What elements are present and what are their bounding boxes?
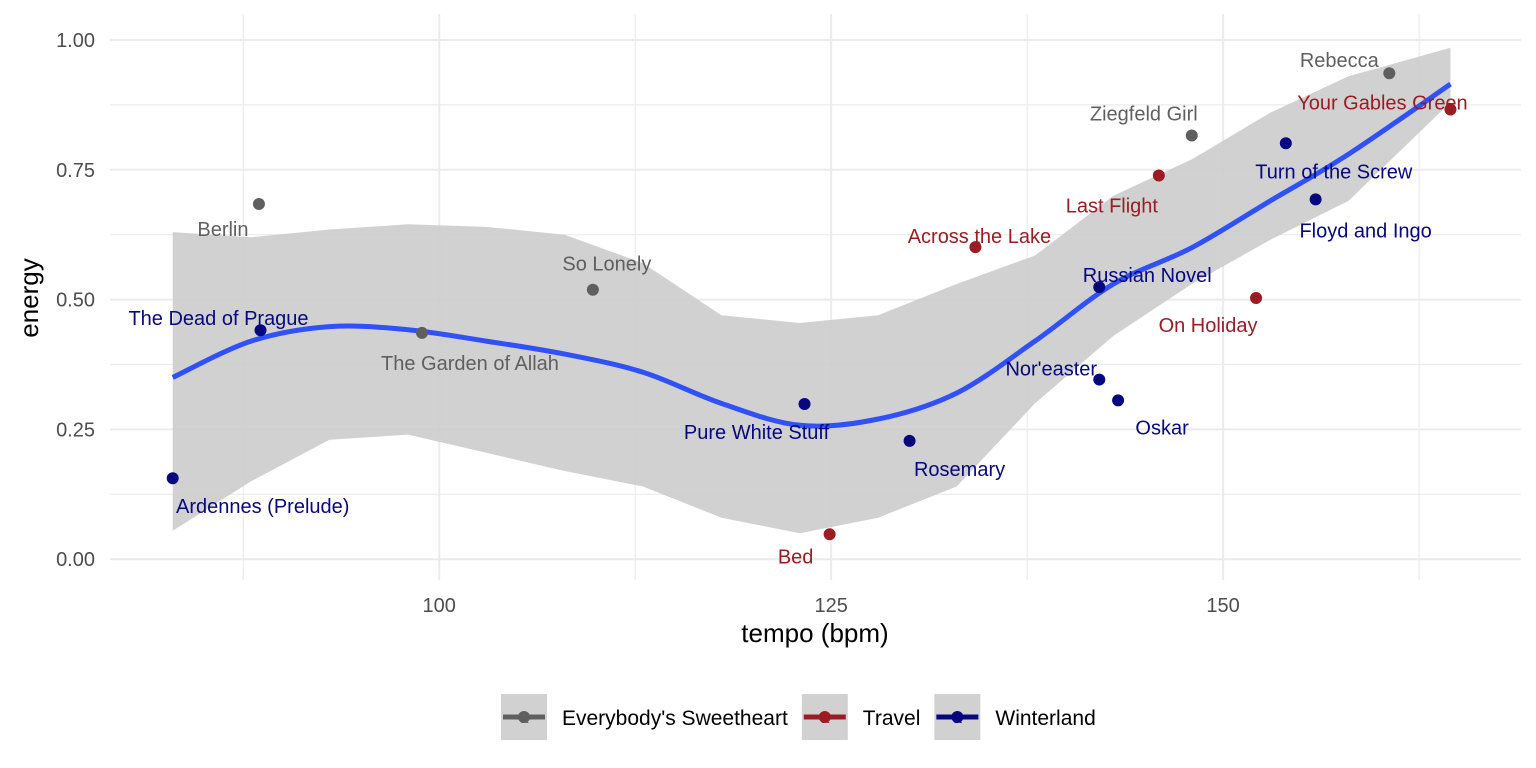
data-label: Russian Novel [1083,265,1212,287]
legend-key-point [818,711,831,723]
legend-key-glyph: a [820,710,829,727]
data-point [166,472,179,485]
y-axis-title: energy [14,258,44,338]
y-tick-label: 1.00 [56,30,95,52]
smooth-line-group [171,82,1452,429]
data-point [586,283,599,296]
data-label: On Holiday [1159,315,1258,337]
data-label: Ziegfeld Girl [1090,104,1198,126]
point-labels: Berlin The Garden of Allah So Lonely Ziegfe… [128,50,1467,568]
y-axis-ticks: 0.00 0.25 0.50 0.75 1.00 [56,30,95,571]
data-point [1444,103,1457,116]
x-tick-label: 150 [1206,595,1239,617]
legend-key-point [951,711,964,723]
data-point [415,326,428,339]
data-point [969,241,982,254]
x-axis-ticks: 100 125 150 [423,595,1240,617]
y-tick-label: 0.50 [56,290,95,312]
y-tick-label: 0.25 [56,419,95,441]
legend-item: a Travel [801,694,921,740]
data-point [1250,292,1263,305]
legend-item: a Everybody's Sweetheart [501,694,788,740]
x-tick-label: 100 [423,595,456,617]
data-label: Ardennes (Prelude) [176,496,349,518]
data-point [1093,373,1106,386]
data-point [1309,193,1322,206]
legend-key-point [518,711,530,723]
data-point [1112,394,1125,407]
legend: a Everybody's Sweetheart a Travel a Winterlan… [501,694,1096,740]
smooth-line [171,82,1452,429]
data-point [1279,137,1292,150]
data-label: Oskar [1135,417,1189,439]
data-label: Nor'easter [1005,359,1097,381]
data-point [1093,281,1106,294]
legend-label: Winterland [995,707,1095,730]
data-point [1383,67,1396,80]
data-label: Berlin [197,219,248,241]
data-label: So Lonely [562,254,651,276]
data-point [798,397,811,410]
data-point [1152,169,1165,182]
y-tick-label: 0.75 [56,160,95,182]
confidence-band [172,47,1451,534]
data-label: Rebecca [1300,50,1380,72]
data-point [903,434,916,447]
data-label: Your Gables Green [1297,93,1467,115]
data-label: Rosemary [914,459,1005,481]
data-point [823,528,836,541]
data-point [254,324,267,337]
data-point [1185,129,1198,142]
data-label: The Dead of Prague [128,308,308,330]
data-label: Pure White Stuff [684,422,830,444]
data-label: Floyd and Ingo [1299,220,1431,242]
data-point [252,198,265,211]
legend-label: Everybody's Sweetheart [562,707,788,730]
legend-item: a Winterland [934,694,1096,740]
data-label: Last Flight [1066,195,1159,217]
legend-label: Travel [863,707,921,730]
data-label: Bed [778,546,814,568]
legend-key-glyph: a [953,710,962,727]
data-label: Turn of the Screw [1255,161,1413,183]
data-label: The Garden of Allah [381,353,559,375]
data-label: Across the Lake [908,226,1051,248]
y-tick-label: 0.00 [56,549,95,571]
legend-key-glyph: a [520,710,529,727]
x-tick-label: 125 [814,595,847,617]
confidence-band-area [172,47,1451,534]
x-axis-title: tempo (bpm) [741,618,888,648]
data-points [166,67,1457,541]
